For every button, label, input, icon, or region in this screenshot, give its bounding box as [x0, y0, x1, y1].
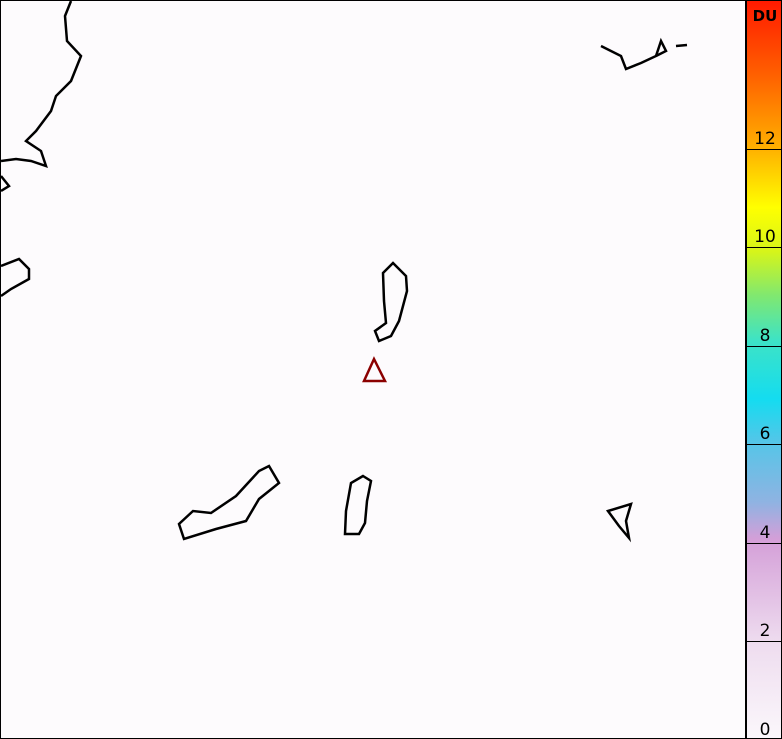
coastline-northwest [1, 1, 83, 168]
colorbar-tick [747, 247, 782, 249]
colorbar-tick-label: 10 [754, 227, 776, 248]
coastline-west [1, 175, 11, 193]
colorbar-tick-label: 4 [759, 522, 771, 543]
colorbar-tick [747, 444, 782, 446]
colorbar-tick-label: 8 [759, 325, 771, 346]
island-southeast [605, 502, 633, 543]
island-south-center [343, 474, 373, 536]
colorbar-tick [747, 345, 782, 347]
colorbar-unit: DU [752, 7, 778, 25]
colorbar-tick [747, 641, 782, 643]
island-northeast [600, 37, 688, 71]
colorbar-tick-label: 12 [754, 128, 776, 149]
island-southwest [177, 464, 281, 541]
colorbar-tick [747, 148, 782, 150]
triangle-icon [362, 356, 388, 383]
coastlines [1, 1, 688, 543]
map-panel [0, 0, 746, 739]
colorbar: DU 0 2 4 6 8 10 12 [746, 0, 782, 739]
colorbar-tick-label: 6 [759, 424, 771, 445]
volcano-marker [362, 356, 388, 383]
colorbar-tick-label: 0 [759, 720, 771, 739]
island-west [1, 257, 31, 298]
colorbar-tick [747, 542, 782, 544]
colorbar-tick-label: 2 [759, 621, 771, 642]
island-center-north [373, 261, 409, 343]
